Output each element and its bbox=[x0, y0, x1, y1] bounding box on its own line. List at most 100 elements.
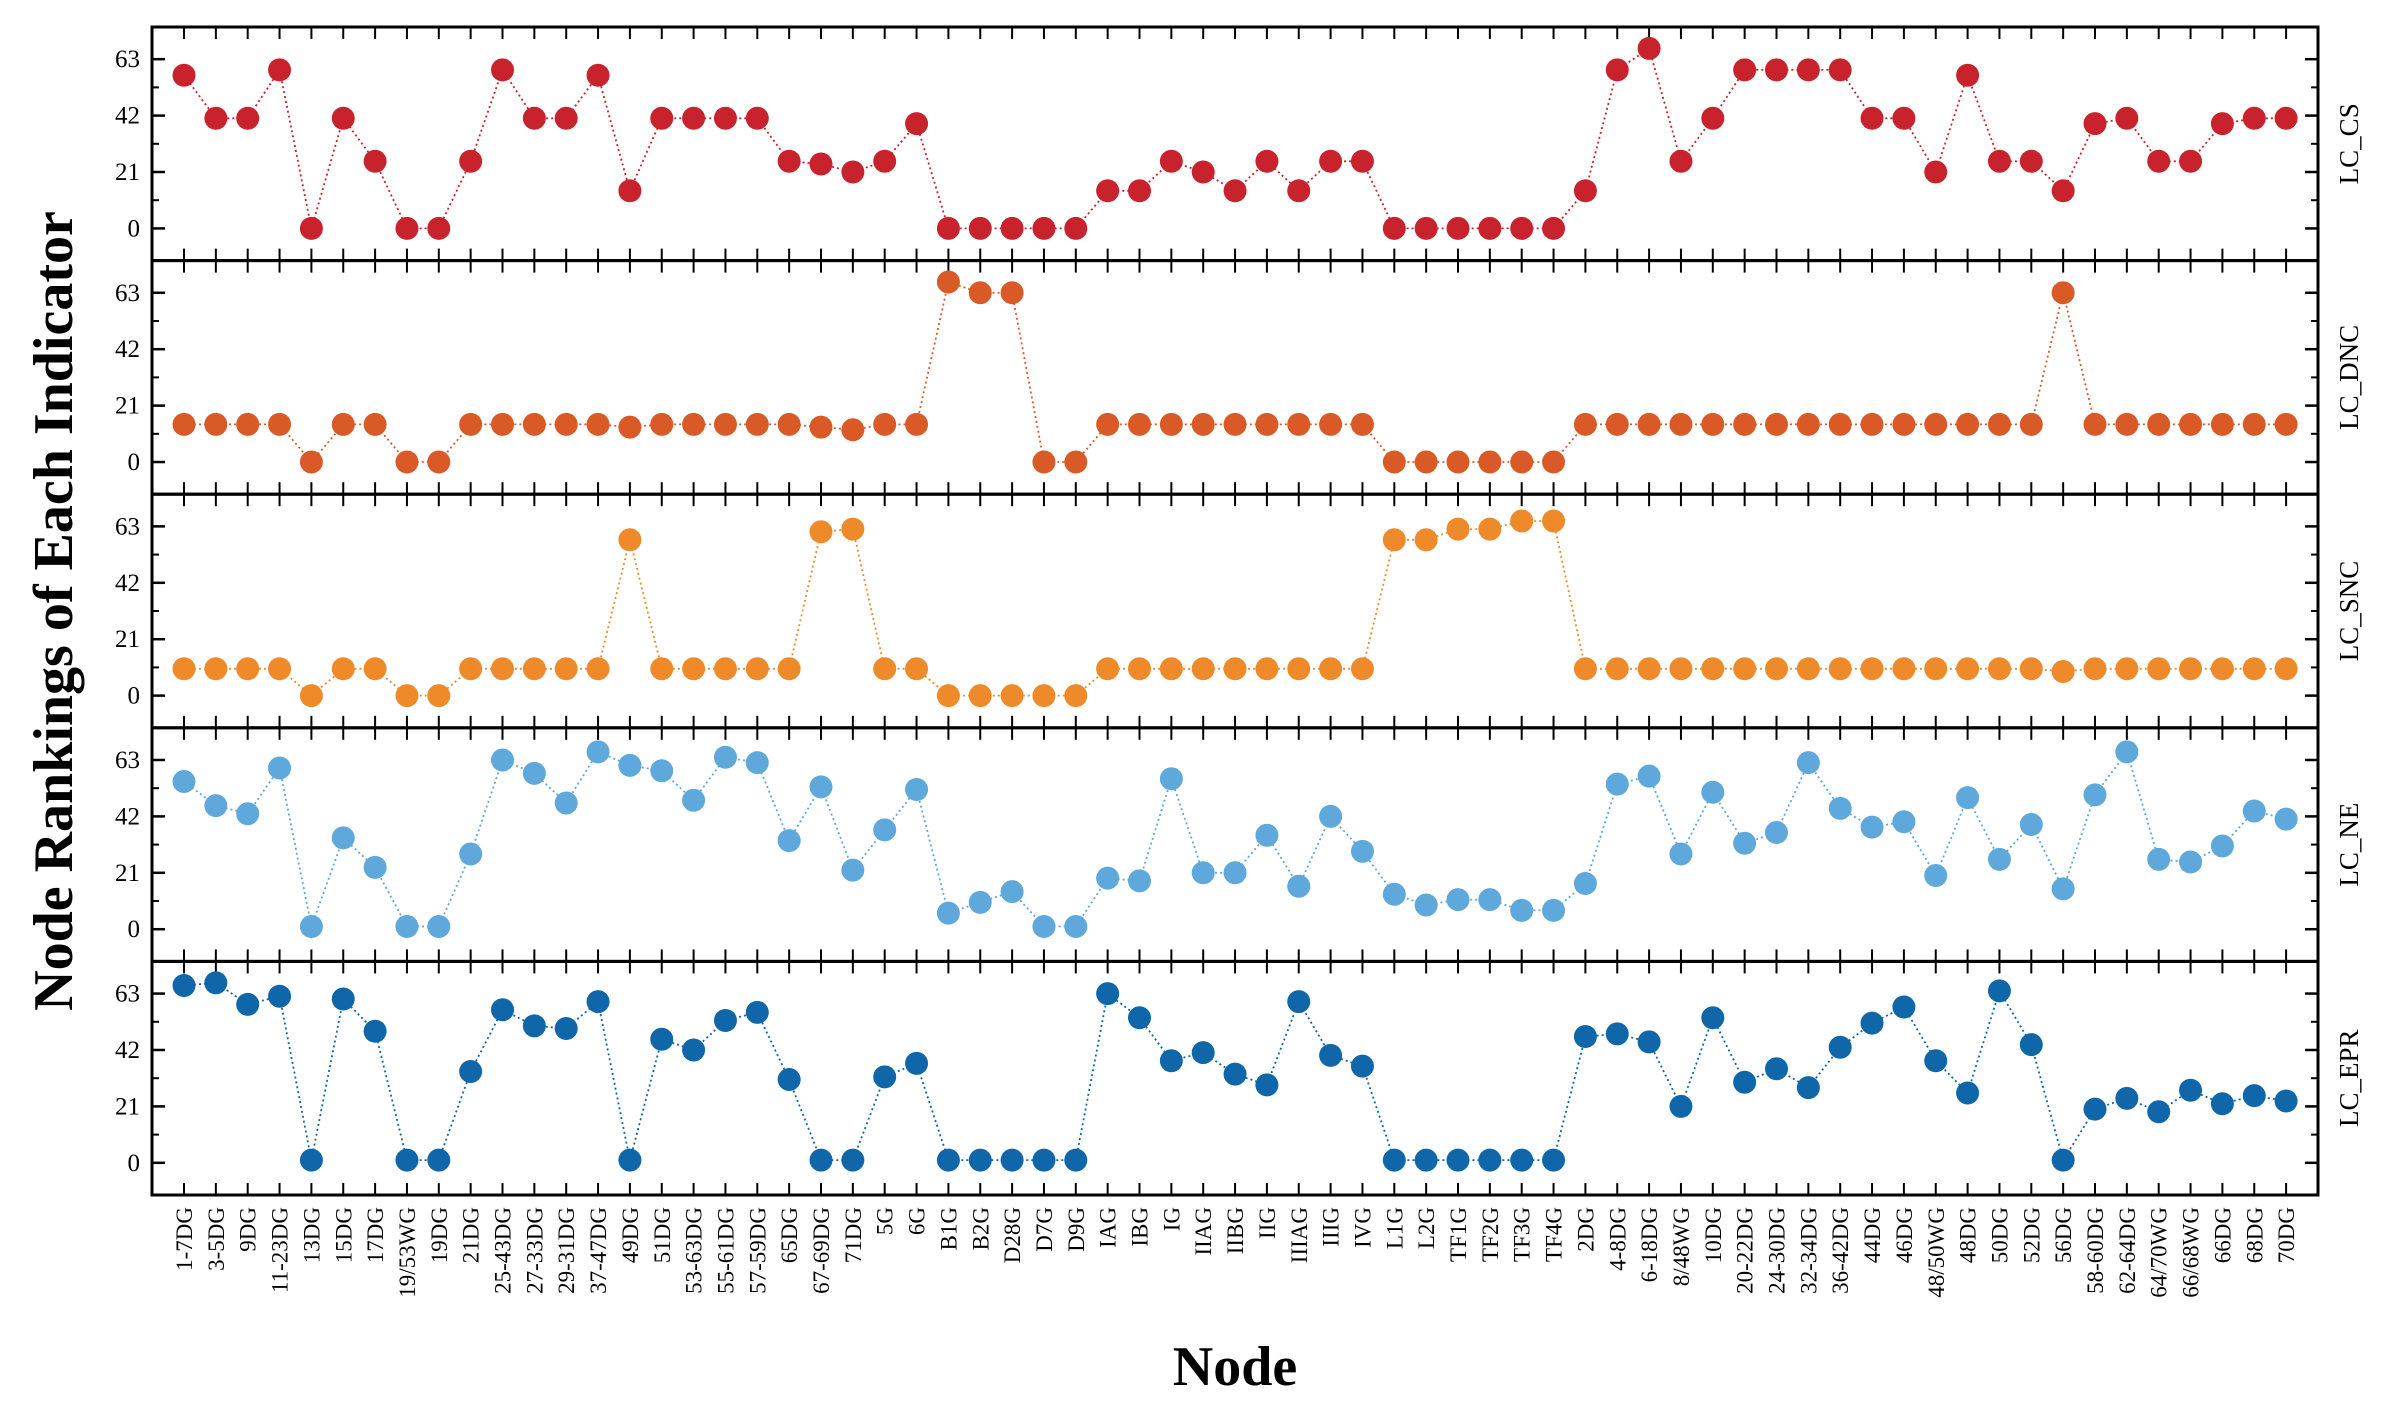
y-tick-label: 42 bbox=[115, 570, 140, 597]
x-tick-label: IBG bbox=[1128, 1207, 1153, 1247]
data-point bbox=[2051, 281, 2075, 305]
data-point bbox=[2083, 112, 2107, 136]
data-point bbox=[1733, 831, 1757, 855]
data-point bbox=[395, 915, 419, 939]
data-point bbox=[873, 412, 897, 436]
data-point bbox=[204, 106, 228, 130]
data-point bbox=[1765, 821, 1788, 845]
data-point bbox=[2179, 850, 2203, 874]
series-label: LC_NE bbox=[2334, 803, 2364, 887]
x-tick-label: 24-30DG bbox=[1765, 1207, 1790, 1294]
data-point bbox=[1128, 179, 1151, 203]
data-point bbox=[172, 657, 196, 681]
x-tick-label: IIBG bbox=[1223, 1207, 1248, 1254]
x-tick-label: 36-42DG bbox=[1828, 1207, 1853, 1294]
data-point bbox=[1701, 106, 1725, 130]
data-point bbox=[2147, 847, 2171, 871]
data-point bbox=[1701, 1006, 1725, 1030]
data-point bbox=[395, 1148, 419, 1172]
data-point bbox=[650, 412, 674, 436]
data-point bbox=[809, 1148, 833, 1172]
data-point bbox=[682, 412, 706, 436]
data-point bbox=[1669, 149, 1693, 173]
data-point bbox=[1064, 684, 1088, 708]
data-point bbox=[1191, 861, 1215, 885]
data-point bbox=[586, 63, 610, 87]
data-point bbox=[1860, 657, 1884, 681]
data-point bbox=[1414, 450, 1438, 474]
x-tick-label: 13DG bbox=[299, 1207, 324, 1263]
data-point bbox=[554, 106, 578, 130]
data-point bbox=[1605, 1022, 1629, 1046]
data-point bbox=[204, 657, 228, 681]
data-point bbox=[968, 216, 992, 240]
panel-lc-snc: 0 21 42 63 LC_SNC bbox=[115, 492, 2364, 730]
data-point bbox=[268, 657, 292, 681]
x-tick-label: 5G bbox=[873, 1207, 898, 1235]
data-point bbox=[2083, 783, 2107, 807]
data-point bbox=[1287, 874, 1311, 898]
chart-panels: 0 21 42 63 LC_CS 0 21 42 63 LC_DNC 0 21 42 63 LC_SNC 0 2… bbox=[115, 25, 2364, 1197]
data-point bbox=[2210, 412, 2234, 436]
data-point bbox=[204, 794, 228, 818]
data-point bbox=[299, 1148, 323, 1172]
data-point bbox=[873, 149, 897, 173]
data-point bbox=[1573, 657, 1597, 681]
y-tick-label: 21 bbox=[115, 393, 140, 420]
data-point bbox=[618, 415, 642, 439]
data-point bbox=[1191, 412, 1215, 436]
data-point bbox=[1478, 450, 1502, 474]
data-point bbox=[936, 216, 960, 240]
data-point bbox=[1510, 509, 1534, 533]
y-tick-label: 0 bbox=[128, 916, 141, 943]
x-tick-label: 15DG bbox=[331, 1207, 356, 1263]
data-point bbox=[522, 1014, 546, 1038]
data-point bbox=[2242, 657, 2266, 681]
data-point bbox=[1446, 1148, 1470, 1172]
data-point bbox=[522, 657, 546, 681]
data-point bbox=[809, 415, 833, 439]
data-point bbox=[2147, 412, 2171, 436]
data-point bbox=[1573, 1025, 1597, 1049]
data-point bbox=[2274, 1089, 2298, 1113]
data-point bbox=[2274, 412, 2298, 436]
data-point bbox=[1032, 684, 1056, 708]
data-point bbox=[1733, 1070, 1757, 1094]
data-point bbox=[2115, 740, 2139, 764]
y-tick-label: 0 bbox=[128, 215, 141, 242]
data-point bbox=[2274, 657, 2298, 681]
data-point bbox=[905, 657, 929, 681]
data-point bbox=[2210, 834, 2234, 858]
data-point bbox=[2115, 106, 2139, 130]
data-point bbox=[1478, 517, 1502, 541]
data-point bbox=[905, 112, 929, 136]
data-point bbox=[745, 751, 769, 775]
data-point bbox=[204, 412, 228, 436]
x-tick-label: 25-43DG bbox=[491, 1207, 516, 1294]
data-point bbox=[1510, 216, 1534, 240]
data-point bbox=[1191, 657, 1215, 681]
data-point bbox=[682, 1038, 706, 1062]
x-tick-label: L1G bbox=[1382, 1207, 1407, 1249]
x-tick-label: 56DG bbox=[2051, 1207, 2076, 1263]
data-point bbox=[936, 270, 960, 294]
data-point bbox=[1382, 528, 1406, 552]
data-point bbox=[618, 179, 642, 203]
data-point bbox=[809, 520, 833, 544]
data-point bbox=[1796, 751, 1820, 775]
y-tick-label: 63 bbox=[115, 513, 140, 540]
data-point bbox=[459, 842, 483, 866]
x-tick-label: 19/53WG bbox=[395, 1207, 420, 1298]
data-point bbox=[522, 761, 546, 785]
data-point bbox=[905, 1051, 929, 1075]
data-point bbox=[1064, 450, 1088, 474]
data-point bbox=[268, 984, 292, 1008]
data-point bbox=[682, 657, 706, 681]
data-point bbox=[650, 657, 674, 681]
data-point bbox=[2210, 1092, 2234, 1116]
x-tick-label: 37-47DG bbox=[586, 1207, 611, 1294]
data-point bbox=[1892, 810, 1916, 834]
data-point bbox=[522, 412, 546, 436]
x-tick-label: B1G bbox=[936, 1207, 961, 1250]
